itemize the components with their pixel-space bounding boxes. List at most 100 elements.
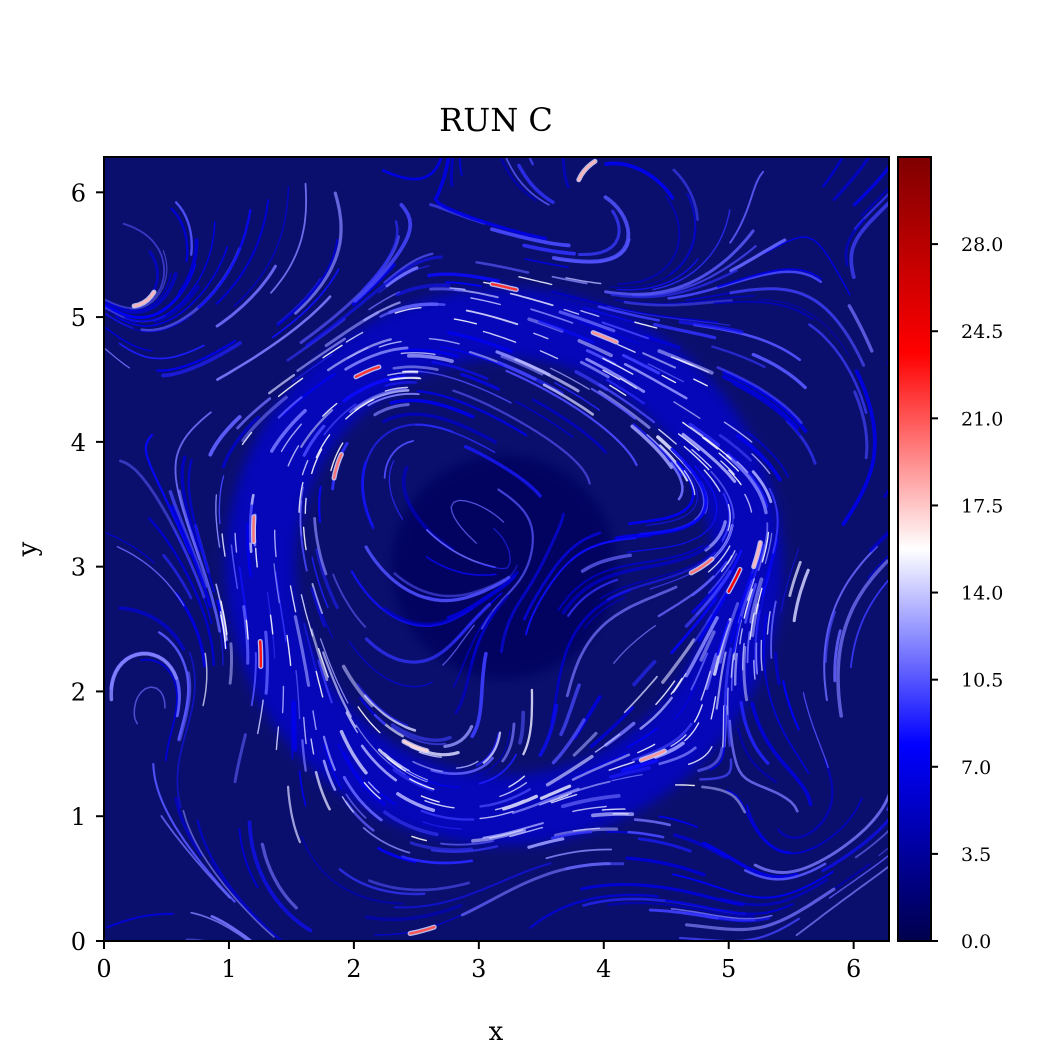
filament-core bbox=[760, 639, 763, 671]
filament bbox=[133, 686, 166, 725]
filament bbox=[529, 893, 660, 929]
filament bbox=[109, 652, 179, 702]
filament bbox=[620, 758, 659, 773]
filament bbox=[460, 862, 611, 917]
filament-core bbox=[312, 710, 317, 731]
filament bbox=[270, 182, 308, 294]
colorbar-tick-label-4: 14.0 bbox=[961, 583, 1003, 605]
filament bbox=[140, 658, 178, 762]
filament bbox=[260, 842, 298, 910]
filament-core bbox=[280, 423, 302, 453]
y-tick-label-3: 3 bbox=[71, 554, 86, 582]
filament-core bbox=[672, 672, 687, 694]
filament bbox=[147, 517, 216, 667]
filament bbox=[713, 300, 814, 320]
filament bbox=[216, 295, 332, 381]
filament bbox=[565, 585, 678, 698]
filament bbox=[332, 573, 367, 628]
filament bbox=[298, 770, 307, 807]
filament-core bbox=[411, 835, 427, 842]
filament bbox=[323, 403, 357, 436]
filament bbox=[446, 331, 514, 354]
filament bbox=[647, 363, 684, 383]
filament-core bbox=[539, 350, 559, 360]
filament bbox=[606, 551, 717, 601]
filament bbox=[124, 221, 216, 322]
filament bbox=[559, 683, 581, 737]
filament bbox=[697, 590, 730, 643]
filament bbox=[751, 352, 807, 390]
filament bbox=[725, 454, 768, 515]
filament bbox=[681, 432, 737, 483]
filament bbox=[500, 354, 544, 376]
filament-core bbox=[655, 680, 676, 706]
filament-core bbox=[345, 712, 358, 733]
filament bbox=[729, 238, 787, 273]
filament bbox=[300, 835, 404, 905]
filament bbox=[626, 465, 718, 553]
filament bbox=[420, 809, 475, 821]
filament-core bbox=[428, 338, 460, 345]
filament bbox=[613, 625, 657, 664]
filament bbox=[743, 862, 827, 881]
filament bbox=[354, 389, 410, 411]
filament bbox=[116, 545, 185, 607]
filament bbox=[821, 816, 889, 873]
filament bbox=[196, 819, 284, 941]
y-tick-label-5: 5 bbox=[71, 304, 86, 332]
filament bbox=[215, 264, 277, 328]
filament bbox=[671, 870, 834, 899]
filament bbox=[245, 522, 252, 578]
filament bbox=[242, 605, 250, 665]
filament bbox=[733, 652, 739, 686]
filament-core bbox=[367, 781, 380, 794]
filament-core bbox=[563, 308, 580, 315]
filament bbox=[118, 342, 205, 360]
filament-core bbox=[298, 481, 304, 513]
filament bbox=[162, 554, 193, 600]
filament bbox=[313, 517, 328, 576]
filament bbox=[762, 614, 810, 774]
filament bbox=[649, 489, 734, 590]
filament-core bbox=[357, 706, 381, 734]
filament bbox=[764, 236, 851, 296]
filament bbox=[359, 696, 386, 726]
filament bbox=[616, 258, 699, 291]
filament bbox=[551, 195, 631, 264]
filament bbox=[221, 415, 260, 469]
filament bbox=[691, 577, 724, 614]
filament bbox=[218, 475, 225, 525]
filament bbox=[860, 186, 889, 217]
filament bbox=[324, 311, 380, 348]
filament bbox=[777, 757, 834, 840]
hotspot-2 bbox=[259, 640, 262, 668]
filament bbox=[644, 334, 681, 350]
filament-core bbox=[315, 434, 331, 459]
filament bbox=[729, 170, 765, 244]
filament bbox=[454, 594, 510, 715]
colorbar-tick-label-7: 24.5 bbox=[961, 321, 1003, 343]
filament bbox=[751, 470, 773, 504]
filament-core bbox=[394, 307, 422, 314]
filament-core bbox=[274, 529, 277, 558]
filament bbox=[104, 325, 153, 352]
filament bbox=[238, 827, 259, 889]
filament bbox=[303, 622, 319, 676]
filament-core bbox=[470, 297, 501, 306]
filament bbox=[381, 157, 443, 181]
filament bbox=[764, 532, 773, 565]
filament bbox=[390, 764, 430, 788]
filament-core bbox=[257, 699, 264, 735]
y-axis: 0 1 2 3 4 5 6 bbox=[71, 179, 104, 956]
filament bbox=[176, 652, 196, 809]
filament bbox=[118, 459, 206, 599]
filament bbox=[638, 519, 696, 536]
filament-core bbox=[453, 318, 478, 325]
filament-core bbox=[670, 356, 694, 367]
filament bbox=[322, 759, 337, 791]
filament-core bbox=[287, 445, 300, 467]
filament-core bbox=[608, 761, 635, 771]
filament bbox=[177, 238, 199, 295]
filament bbox=[322, 735, 337, 772]
